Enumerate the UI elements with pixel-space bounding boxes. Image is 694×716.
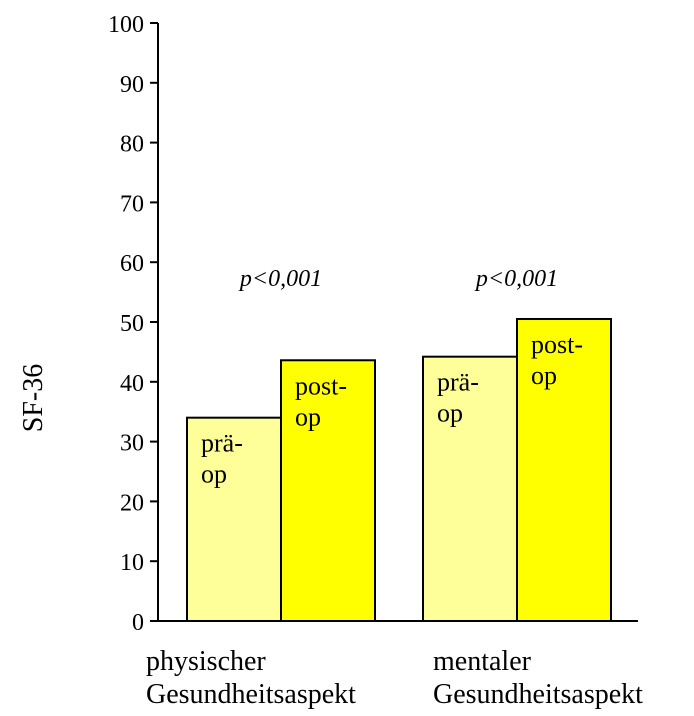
y-tick-label: 60	[120, 251, 144, 277]
y-tick-label: 80	[120, 132, 144, 158]
bar-label: op	[531, 361, 557, 390]
bar	[186, 416, 282, 622]
bar-label: op	[295, 402, 321, 431]
bar-label: post-	[295, 371, 347, 400]
bar-label: op	[437, 399, 463, 428]
y-tick-label: 90	[120, 72, 144, 98]
y-tick-label: 10	[120, 550, 144, 576]
y-axis-label: SF-36	[18, 364, 49, 432]
bar-label: prä-	[201, 429, 243, 458]
p-value-annotation: p<0,001	[474, 266, 558, 292]
y-tick-label: 0	[132, 610, 144, 636]
bar-label: op	[201, 460, 227, 489]
category-label: Gesundheitsaspekt	[433, 679, 643, 710]
y-tick-label: 30	[120, 431, 144, 457]
y-tick-label: 50	[120, 311, 144, 337]
category-label: physischer	[146, 646, 266, 677]
category-label: mentaler	[433, 646, 532, 677]
bar-label: post-	[531, 330, 583, 359]
bar	[516, 318, 612, 622]
y-tick-label: 70	[120, 191, 144, 217]
bar	[280, 359, 376, 622]
y-tick-label: 20	[120, 490, 144, 516]
category-label: Gesundheitsaspekt	[146, 679, 356, 710]
y-tick-label: 100	[108, 12, 144, 38]
p-value-annotation: p<0,001	[238, 266, 322, 292]
bar-label: prä-	[437, 368, 479, 397]
y-tick-label: 40	[120, 371, 144, 397]
